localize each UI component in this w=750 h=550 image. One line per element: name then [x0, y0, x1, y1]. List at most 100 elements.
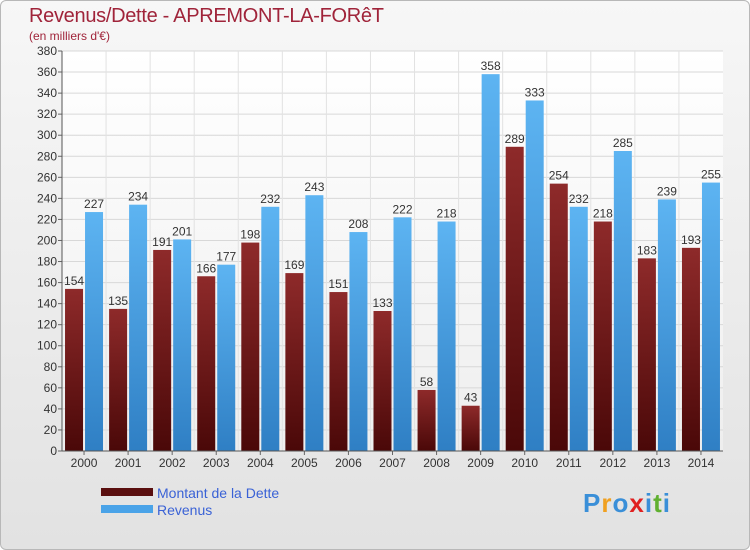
bar-revenus [657, 199, 676, 451]
logo-letter: r [601, 488, 613, 518]
x-tick-label: 2009 [467, 456, 494, 470]
data-label-dette: 218 [593, 207, 613, 221]
legend-swatch-revenus [101, 505, 153, 513]
bar-revenus [525, 100, 544, 451]
chart-title: Revenus/Dette - APREMONT-LA-FORêT [29, 5, 384, 27]
data-label-revenus: 239 [657, 184, 677, 198]
data-label-dette: 198 [240, 228, 260, 242]
y-tick-label: 120 [37, 318, 57, 332]
bar-revenus [305, 195, 324, 451]
data-label-revenus: 227 [84, 197, 104, 211]
data-label-revenus: 255 [701, 168, 721, 182]
x-tick-label: 2007 [379, 456, 406, 470]
data-label-dette: 183 [637, 243, 657, 257]
logo-letter: P [583, 488, 602, 518]
data-label-revenus: 232 [260, 192, 280, 206]
bar-revenus [437, 221, 456, 451]
bar-revenus [393, 217, 412, 451]
bar-revenus [261, 206, 280, 451]
bar-revenus [701, 182, 720, 451]
y-tick-label: 100 [37, 339, 57, 353]
y-tick-label: 320 [37, 107, 57, 121]
data-label-revenus: 218 [437, 207, 457, 221]
y-tick-label: 140 [37, 297, 57, 311]
y-tick-label: 0 [50, 444, 57, 458]
bar-revenus [217, 264, 236, 451]
x-tick-label: 2012 [599, 456, 626, 470]
y-tick-label: 240 [37, 191, 57, 205]
x-tick-label: 2001 [115, 456, 142, 470]
x-tick-label: 2004 [247, 456, 274, 470]
logo-letter: i [644, 488, 654, 518]
y-tick-label: 340 [37, 86, 57, 100]
data-label-revenus: 232 [569, 192, 589, 206]
x-tick-label: 2011 [556, 456, 582, 470]
y-tick-label: 20 [44, 423, 58, 437]
data-label-dette: 193 [681, 233, 701, 247]
legend-label-revenus: Revenus [157, 502, 213, 518]
x-tick-label: 2010 [511, 456, 538, 470]
data-label-revenus: 201 [172, 224, 192, 238]
bar-revenus [481, 74, 500, 451]
data-label-dette: 133 [372, 296, 392, 310]
bar-dette [637, 258, 656, 451]
data-label-dette: 169 [284, 258, 304, 272]
data-label-revenus: 222 [392, 202, 412, 216]
y-tick-label: 260 [37, 170, 57, 184]
data-label-revenus: 358 [481, 59, 501, 73]
data-label-revenus: 333 [525, 85, 545, 99]
bar-dette [109, 308, 128, 451]
y-tick-label: 280 [37, 149, 57, 163]
bar-dette [373, 311, 392, 451]
y-tick-label: 60 [44, 381, 58, 395]
proxiti-logo: Proxiti [583, 488, 671, 519]
data-label-dette: 135 [108, 294, 128, 308]
bar-dette [461, 405, 480, 451]
bar-dette [681, 247, 700, 451]
bar-dette [153, 249, 172, 451]
bar-dette [593, 221, 612, 451]
bar-revenus [569, 206, 588, 451]
x-tick-label: 2014 [688, 456, 715, 470]
bar-revenus [85, 212, 104, 451]
legend-swatch-dette [101, 488, 153, 496]
x-tick-label: 2013 [644, 456, 671, 470]
bar-revenus [129, 204, 148, 451]
data-label-dette: 166 [196, 261, 216, 275]
bar-dette [549, 183, 568, 451]
data-label-revenus: 177 [216, 250, 236, 264]
data-label-dette: 154 [64, 274, 84, 288]
logo-letter: o [612, 488, 630, 518]
y-tick-label: 80 [44, 360, 58, 374]
logo-letter: t [653, 488, 663, 518]
data-label-revenus: 234 [128, 190, 148, 204]
y-tick-label: 360 [37, 65, 57, 79]
y-tick-label: 380 [37, 44, 57, 58]
data-label-revenus: 208 [348, 217, 368, 231]
x-tick-label: 2006 [335, 456, 362, 470]
bar-dette [241, 242, 260, 451]
x-tick-label: 2002 [159, 456, 186, 470]
legend-label-dette: Montant de la Dette [157, 485, 280, 501]
bar-dette [197, 276, 216, 451]
y-tick-label: 300 [37, 128, 57, 142]
chart-subtitle: (en milliers d'€) [29, 29, 110, 43]
y-tick-label: 220 [37, 212, 57, 226]
bar-revenus [613, 151, 632, 451]
bar-dette [417, 389, 436, 451]
data-label-revenus: 243 [304, 180, 324, 194]
y-tick-label: 200 [37, 233, 57, 247]
data-label-revenus: 285 [613, 136, 633, 150]
data-label-dette: 254 [549, 169, 569, 183]
y-tick-label: 160 [37, 276, 57, 290]
x-tick-label: 2005 [291, 456, 318, 470]
bar-dette [285, 273, 304, 451]
bar-dette [505, 146, 524, 451]
x-tick-label: 2003 [203, 456, 230, 470]
data-label-dette: 58 [420, 375, 434, 389]
plot-area [62, 51, 723, 451]
x-tick-label: 2008 [423, 456, 450, 470]
logo-letter: i [662, 488, 671, 518]
